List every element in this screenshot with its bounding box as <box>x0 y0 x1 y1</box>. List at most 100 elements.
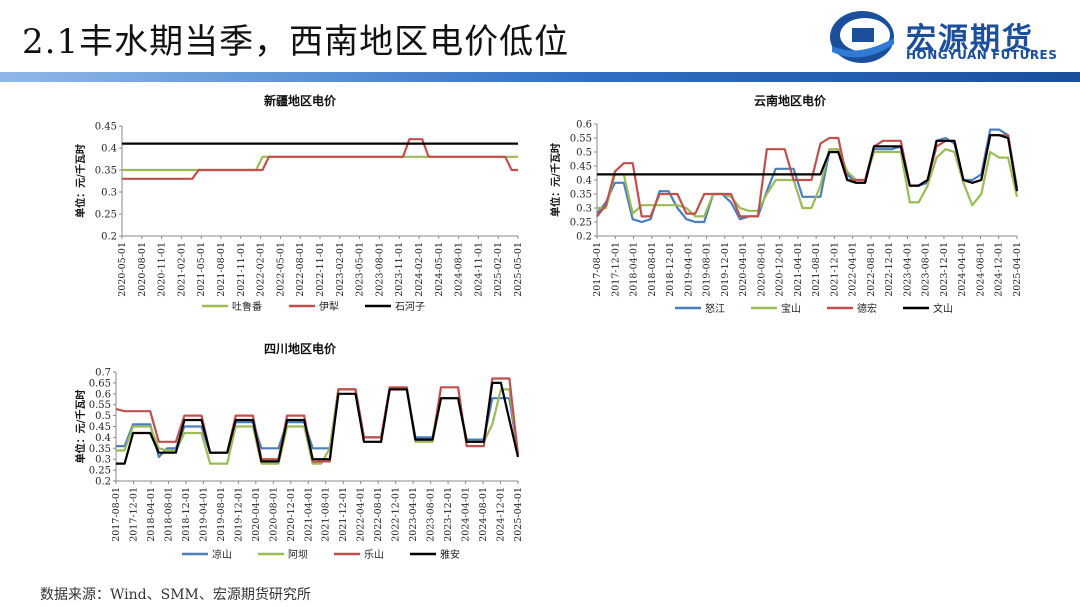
y-tick-label: 0.25 <box>570 218 592 229</box>
x-tick-label: 2022-12-01 <box>391 487 402 542</box>
chart-title: 云南地区电价 <box>754 93 827 108</box>
x-tick-label: 2017-12-01 <box>128 487 139 542</box>
x-tick-label: 2023-02-01 <box>335 242 346 297</box>
x-tick-label: 2018-12-01 <box>665 242 676 297</box>
chart-title: 四川地区电价 <box>264 341 337 356</box>
y-tick-label: 0.6 <box>576 120 592 131</box>
y-tick-label: 0.7 <box>95 368 111 379</box>
series-line-雅安 <box>116 381 520 465</box>
y-tick-label: 0.35 <box>95 166 117 177</box>
x-tick-label: 2017-08-01 <box>592 242 603 297</box>
x-tick-label: 2021-04-01 <box>793 242 804 297</box>
x-tick-label: 2025-04-01 <box>1012 242 1023 297</box>
x-tick-label: 2022-08-01 <box>373 487 384 542</box>
x-tick-label: 2020-04-01 <box>251 487 262 542</box>
y-tick-label: 0.2 <box>101 232 117 243</box>
x-tick-label: 2022-08-01 <box>295 242 306 297</box>
y-tick-label: 0.35 <box>89 444 111 455</box>
series-line-吐鲁番 <box>122 155 518 172</box>
x-tick-label: 2020-12-01 <box>775 242 786 297</box>
legend-label: 吐鲁番 <box>232 300 262 313</box>
x-tick-label: 2020-08-01 <box>268 487 279 542</box>
x-tick-label: 2019-12-01 <box>720 242 731 297</box>
x-tick-label: 2021-11-01 <box>236 242 247 297</box>
legend-label: 凉山 <box>212 548 232 561</box>
data-source: 数据来源：Wind、SMM、宏源期货研究所 <box>40 587 311 603</box>
x-tick-label: 2019-08-01 <box>702 242 713 297</box>
x-tick-label: 2024-08-01 <box>454 242 465 297</box>
x-tick-label: 2021-04-01 <box>303 487 314 542</box>
x-tick-label: 2024-08-01 <box>478 487 489 542</box>
x-tick-label: 2024-08-01 <box>975 242 986 297</box>
x-tick-label: 2021-08-01 <box>216 242 227 297</box>
x-tick-label: 2025-02-01 <box>493 242 504 297</box>
y-tick-label: 0.55 <box>89 400 111 411</box>
y-tick-label: 0.55 <box>570 134 592 145</box>
x-tick-label: 2023-08-01 <box>921 242 932 297</box>
x-tick-label: 2020-08-01 <box>756 242 767 297</box>
x-tick-label: 2024-04-01 <box>461 487 472 542</box>
x-tick-label: 2022-04-01 <box>848 242 859 297</box>
x-tick-label: 2024-04-01 <box>957 242 968 297</box>
y-axis-label: 单位：元/千瓦时 <box>549 143 562 217</box>
x-tick-label: 2017-08-01 <box>111 487 122 542</box>
x-tick-label: 2017-12-01 <box>610 242 621 297</box>
legend-label: 文山 <box>933 302 953 315</box>
x-tick-label: 2018-04-01 <box>629 242 640 297</box>
x-tick-label: 2023-12-01 <box>939 242 950 297</box>
x-tick-label: 2022-11-01 <box>315 242 326 297</box>
x-tick-label: 2022-02-01 <box>256 242 267 297</box>
legend-label: 怒江 <box>705 302 725 315</box>
x-tick-label: 2022-04-01 <box>356 487 367 542</box>
x-tick-label: 2023-04-01 <box>902 242 913 297</box>
y-tick-label: 0.3 <box>101 188 117 199</box>
x-tick-label: 2021-02-01 <box>176 242 187 297</box>
x-tick-label: 2023-11-01 <box>394 242 405 297</box>
y-tick-label: 0.5 <box>95 411 111 422</box>
x-tick-label: 2020-05-01 <box>117 242 128 297</box>
y-tick-label: 0.3 <box>576 204 592 215</box>
y-tick-label: 0.4 <box>101 144 117 155</box>
x-tick-label: 2024-05-01 <box>434 242 445 297</box>
x-tick-label: 2025-04-01 <box>513 487 524 542</box>
legend-label: 石河子 <box>395 301 425 313</box>
series-line-文山 <box>597 134 1019 192</box>
y-tick-label: 0.45 <box>89 422 111 433</box>
x-tick-label: 2024-11-01 <box>473 242 484 297</box>
x-tick-label: 2021-08-01 <box>811 242 822 297</box>
y-tick-label: 0.35 <box>570 190 592 201</box>
y-tick-label: 0.65 <box>89 378 111 389</box>
page-title: 2.1丰水期当季，西南地区电价低位 <box>22 22 570 62</box>
y-axis-label: 单位：元/千瓦时 <box>74 390 87 464</box>
x-tick-label: 2023-05-01 <box>355 242 366 297</box>
x-tick-label: 2023-04-01 <box>408 487 419 542</box>
y-tick-label: 0.6 <box>95 389 111 400</box>
x-tick-label: 2019-04-01 <box>198 487 209 542</box>
x-tick-label: 2022-05-01 <box>275 242 286 297</box>
x-tick-label: 2018-04-01 <box>146 487 157 542</box>
series-line-宝山 <box>597 148 1019 218</box>
x-tick-label: 2021-05-01 <box>196 242 207 297</box>
x-tick-label: 2023-08-01 <box>426 487 437 542</box>
x-tick-label: 2020-12-01 <box>286 487 297 542</box>
x-tick-label: 2021-12-01 <box>829 242 840 297</box>
x-tick-label: 2018-08-01 <box>647 242 658 297</box>
y-tick-label: 0.4 <box>95 433 111 444</box>
logo-mark-icon <box>830 11 894 63</box>
x-tick-label: 2018-12-01 <box>181 487 192 542</box>
y-tick-label: 0.2 <box>576 232 592 243</box>
x-tick-label: 2024-02-01 <box>414 242 425 297</box>
x-tick-label: 2022-08-01 <box>866 242 877 297</box>
series-line-伊犁 <box>122 138 518 180</box>
y-tick-label: 0.2 <box>95 477 111 488</box>
x-tick-label: 2019-12-01 <box>233 487 244 542</box>
x-tick-label: 2019-08-01 <box>216 487 227 542</box>
legend-label: 乐山 <box>364 549 384 561</box>
chart-title: 新疆地区电价 <box>264 93 337 108</box>
x-tick-label: 2022-12-01 <box>884 242 895 297</box>
series-line-怒江 <box>596 128 1019 224</box>
logo-english: HONGYUAN FUTURES <box>906 48 1058 62</box>
legend-label: 阿坝 <box>288 549 308 561</box>
